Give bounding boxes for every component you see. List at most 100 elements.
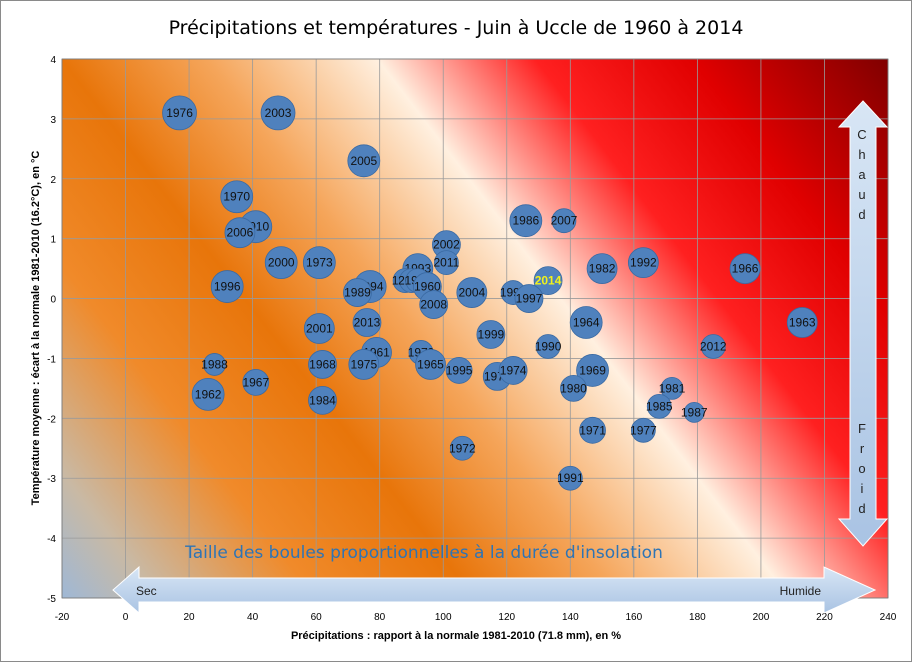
bubble-1992: 1992	[627, 247, 659, 279]
bubble-label: 1969	[579, 363, 606, 377]
x-tick-label: 0	[123, 612, 129, 623]
bubble-1975: 1975	[348, 349, 380, 380]
bubble-point	[264, 246, 298, 280]
bubble-point	[343, 278, 372, 307]
bubble-label: 1964	[573, 316, 600, 330]
bubble-point	[557, 465, 583, 491]
bubble-label: 1992	[630, 256, 657, 270]
bubble-point	[700, 334, 726, 359]
bubble-point	[569, 306, 603, 339]
bubble-2001: 2001	[303, 313, 335, 344]
bubble-label: 1976	[166, 106, 193, 120]
bubble-2003: 2003	[260, 95, 296, 131]
bubble-point	[533, 266, 563, 295]
bubble-label: 1986	[512, 214, 539, 228]
y-tick-label: 4	[50, 55, 56, 66]
bubble-label: 2014	[535, 274, 562, 288]
bubble-1967: 1967	[242, 368, 269, 396]
bubble-1963: 1963	[786, 307, 818, 338]
bubble-point	[260, 95, 296, 131]
arrow-right-label: Humide	[780, 584, 822, 598]
bubble-label: 1980	[560, 381, 587, 395]
y-tick-label: 0	[50, 295, 56, 306]
bubble-label: 1973	[306, 256, 333, 270]
bubble-label: 1985	[646, 399, 673, 413]
bubble-label: 1981	[659, 381, 686, 395]
bubble-label: 2013	[354, 316, 381, 330]
x-tick-label: 100	[435, 612, 452, 623]
bubble-2014: 2014	[533, 266, 563, 295]
bubble-1969: 1969	[576, 354, 609, 387]
bubble-point	[586, 253, 618, 285]
x-axis-ticks: -20 0 20 40 60 80 100 120 140 160 180 200 220 240	[55, 612, 897, 623]
bubble-label: 2000	[268, 256, 295, 270]
bubble-1995: 1995	[445, 357, 473, 384]
bubble-point	[576, 354, 609, 387]
bubble-point	[646, 393, 672, 419]
x-tick-label: 120	[498, 612, 515, 623]
horizontal-double-arrow	[112, 565, 877, 615]
bubble-label: 1975	[350, 357, 377, 371]
y-tick-label: -4	[47, 534, 56, 545]
bubble-point	[786, 307, 818, 338]
bubble-label: 1990	[535, 339, 562, 353]
x-tick-label: -20	[55, 612, 70, 623]
bubble-1964: 1964	[569, 306, 603, 339]
bubble-point	[308, 350, 337, 379]
y-tick-label: -2	[47, 414, 56, 425]
bubble-label: 2012	[700, 339, 727, 353]
bubble-1987: 1987	[681, 401, 708, 423]
bubble-1988: 1988	[201, 353, 228, 376]
bubble-point	[348, 349, 380, 380]
bubble-point	[729, 253, 761, 285]
bubble-point	[560, 374, 587, 402]
bubble-point	[191, 377, 225, 411]
bubble-1977: 1977	[630, 417, 657, 443]
y-tick-label: -1	[47, 354, 56, 365]
bubble-point	[220, 180, 254, 214]
bubble-label: 1996	[214, 280, 241, 294]
x-tick-label: 180	[689, 612, 706, 623]
bubble-label: 2006	[227, 226, 254, 240]
bubble-point	[445, 357, 473, 384]
bubble-label: 1960	[414, 280, 441, 294]
bubble-point	[303, 313, 335, 344]
bubble-1991: 1991	[557, 465, 584, 491]
bubble-point	[514, 284, 544, 313]
bubble-1981: 1981	[659, 376, 686, 400]
bubble-1990: 1990	[535, 334, 562, 359]
bubble-point	[434, 250, 459, 276]
y-tick-label: 2	[50, 175, 56, 186]
bubble-1970: 1970	[220, 180, 254, 214]
bubble-2007: 2007	[551, 208, 578, 234]
x-tick-label: 80	[374, 612, 386, 623]
bubble-point	[456, 277, 488, 308]
bubble-1989: 1989	[343, 278, 372, 307]
bubble-1966: 1966	[729, 253, 761, 285]
bubble-label: 2004	[458, 286, 485, 300]
bubble-label: 1967	[242, 375, 269, 389]
bubble-2011: 2011	[434, 250, 460, 276]
bubble-label: 1982	[589, 262, 616, 276]
bubble-2005: 2005	[347, 144, 381, 178]
bubble-point	[551, 208, 577, 234]
bubble-2013: 2013	[352, 308, 382, 337]
bubble-label: 2003	[265, 106, 292, 120]
bubble-label: 1997	[516, 292, 543, 306]
bubble-1984: 1984	[308, 385, 337, 415]
x-tick-label: 200	[753, 612, 770, 623]
bubble-label: 1972	[449, 441, 476, 455]
plot-area	[62, 59, 888, 598]
bubble-point	[352, 308, 382, 337]
bubble-point	[579, 416, 606, 444]
bubble-1974: 1974	[498, 356, 528, 385]
x-tick-label: 40	[247, 612, 259, 623]
bubble-point	[449, 435, 475, 461]
bubble-size-note: Taille des boules proportionnelles à la …	[184, 543, 663, 563]
bubble-2000: 2000	[264, 246, 298, 280]
bubble-point	[302, 246, 336, 280]
bubble-label: 1995	[446, 363, 473, 377]
bubble-label: 1977	[630, 423, 657, 437]
